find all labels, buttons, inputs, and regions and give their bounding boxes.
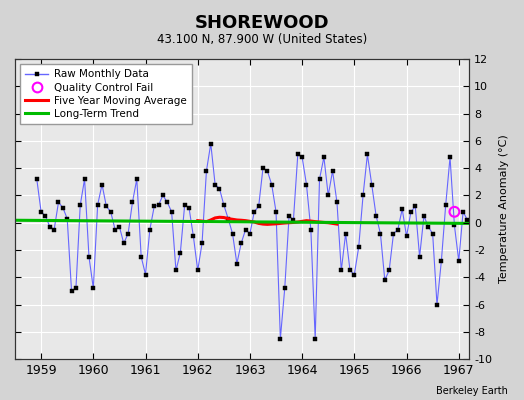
Text: 43.100 N, 87.900 W (United States): 43.100 N, 87.900 W (United States) — [157, 33, 367, 46]
Legend: Raw Monthly Data, Quality Control Fail, Five Year Moving Average, Long-Term Tren: Raw Monthly Data, Quality Control Fail, … — [20, 64, 191, 124]
Y-axis label: Temperature Anomaly (°C): Temperature Anomaly (°C) — [499, 135, 509, 284]
Text: Berkeley Earth: Berkeley Earth — [436, 386, 508, 396]
Text: SHOREWOOD: SHOREWOOD — [195, 14, 329, 32]
Point — [450, 208, 458, 215]
